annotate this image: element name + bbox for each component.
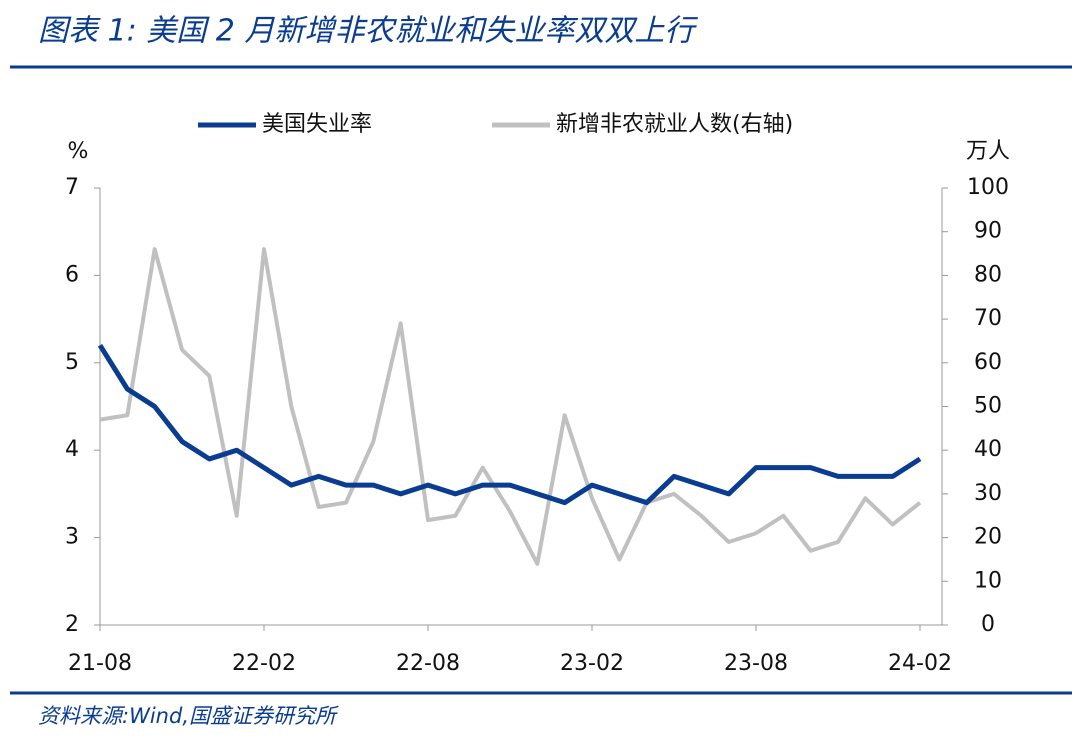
y2-axis-label: 万人 (966, 139, 1010, 164)
x-tick-label: 23-02 (560, 651, 624, 676)
y2-tick-label: 30 (974, 481, 1002, 506)
y2-tick-label: 90 (974, 219, 1002, 244)
y2-tick-label: 70 (974, 306, 1002, 331)
y2-tick-label: 0 (981, 612, 995, 637)
y2-tick-label: 80 (974, 262, 1002, 287)
source: 资料来源:Wind,国盛证券研究所 (38, 704, 339, 728)
y2-tick-label: 40 (974, 437, 1002, 462)
line-series (99, 247, 922, 566)
y2-tick-label: 50 (974, 394, 1002, 419)
y-tick-label: 7 (65, 175, 79, 200)
y2-tick-label: 10 (974, 568, 1002, 593)
y-tick-label: 2 (65, 612, 79, 637)
legend-label: 新增非农就业人数(右轴) (556, 112, 793, 137)
x-tick-label: 22-02 (232, 651, 296, 676)
line-series (97, 343, 922, 506)
y-tick-label: 5 (65, 350, 79, 375)
x-tick-label: 22-08 (396, 651, 460, 676)
y2-tick-label: 100 (967, 175, 1009, 200)
y2-tick-label: 20 (974, 525, 1002, 550)
x-tick-label: 21-08 (68, 651, 132, 676)
y-axis-label: % (68, 139, 89, 164)
y2-tick-label: 60 (974, 350, 1002, 375)
y-tick-label: 3 (65, 525, 79, 550)
y-tick-label: 4 (65, 437, 79, 462)
chart-title: 图表 1: 美国 2 月新增非农就业和失业率双双上行 (38, 14, 698, 49)
x-tick-label: 23-08 (724, 651, 788, 676)
legend-label: 美国失业率 (262, 112, 372, 137)
x-tick-label: 24-02 (888, 651, 952, 676)
y-tick-label: 6 (65, 262, 79, 287)
